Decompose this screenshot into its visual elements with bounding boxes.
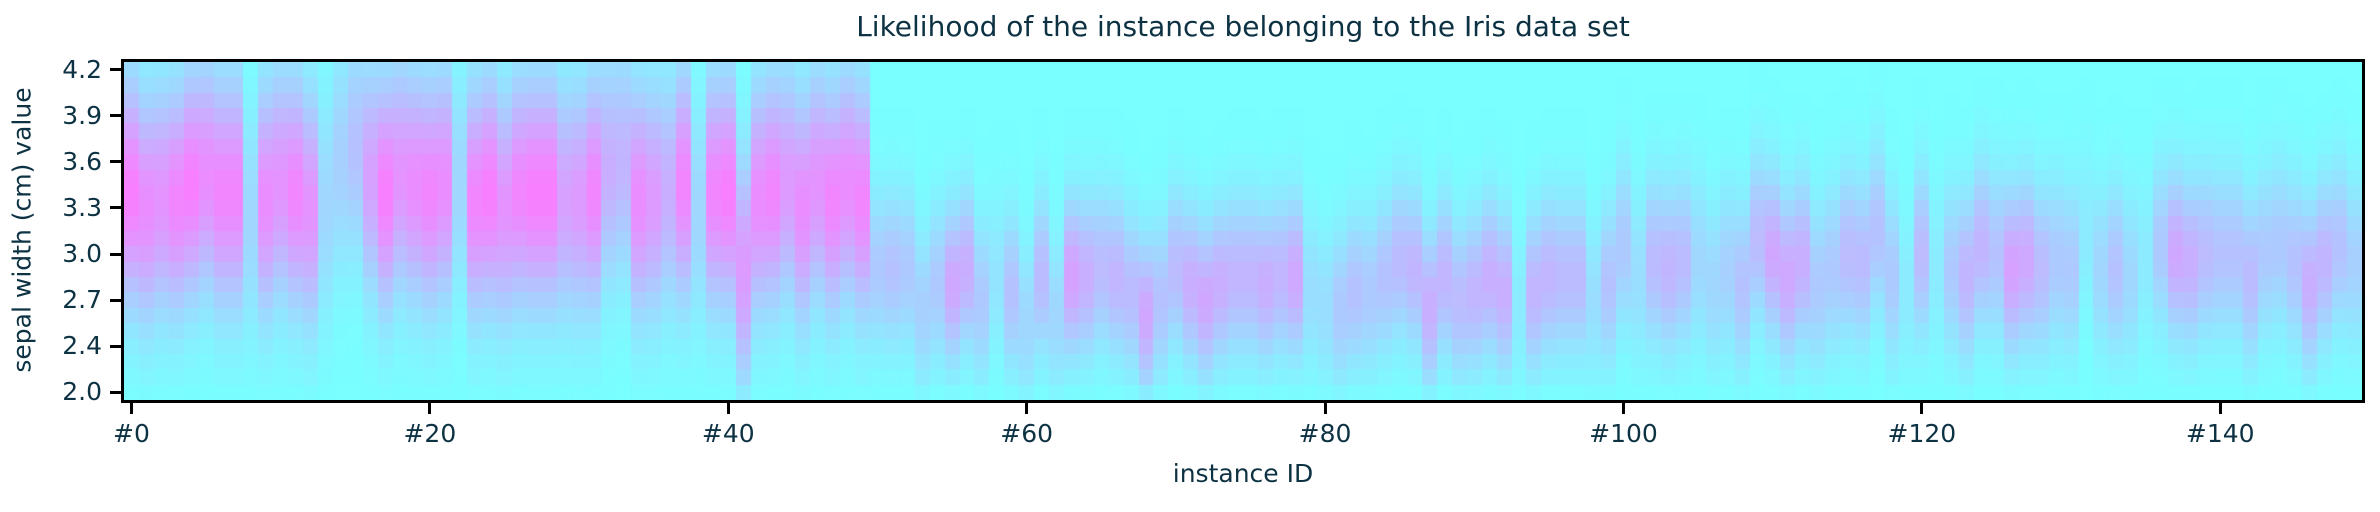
x-tick-label: #80 <box>1298 419 1352 448</box>
x-tick-mark <box>1323 403 1327 414</box>
x-tick-label: #60 <box>1000 419 1054 448</box>
x-tick-mark <box>2218 403 2222 414</box>
x-tick-label: #40 <box>701 419 755 448</box>
x-tick-label: #100 <box>1589 419 1658 448</box>
y-tick-label: 3.0 <box>62 239 102 269</box>
x-tick-mark <box>1920 403 1924 414</box>
y-tick-mark <box>110 298 121 302</box>
y-tick-label: 3.6 <box>62 146 102 176</box>
x-tick-mark <box>129 403 133 414</box>
x-tick-mark <box>726 403 730 414</box>
y-tick-mark <box>110 68 121 72</box>
y-tick-label: 2.4 <box>62 331 102 361</box>
chart-title: Likelihood of the instance belonging to … <box>856 10 1630 43</box>
x-tick-mark <box>428 403 432 414</box>
y-tick-label: 4.2 <box>62 54 102 84</box>
x-tick-label: #0 <box>113 419 150 448</box>
y-tick-mark <box>110 206 121 210</box>
x-tick-mark <box>1621 403 1625 414</box>
y-tick-label: 3.3 <box>62 192 102 222</box>
y-tick-mark <box>110 344 121 348</box>
x-tick-label: #20 <box>403 419 457 448</box>
plot-border <box>121 59 2365 403</box>
y-tick-mark <box>110 114 121 118</box>
x-tick-label: #120 <box>1887 419 1957 448</box>
y-tick-mark <box>110 390 121 394</box>
y-tick-label: 3.9 <box>62 100 102 130</box>
y-axis-label: sepal width (cm) value <box>7 87 37 373</box>
heatmap-canvas <box>124 62 2362 400</box>
y-tick-mark <box>110 160 121 164</box>
y-tick-mark <box>110 252 121 256</box>
y-tick-label: 2.0 <box>62 377 102 407</box>
y-tick-label: 2.7 <box>62 285 102 315</box>
x-axis-label: instance ID <box>1172 459 1314 488</box>
x-tick-label: #140 <box>2185 419 2255 448</box>
x-tick-mark <box>1025 403 1029 414</box>
